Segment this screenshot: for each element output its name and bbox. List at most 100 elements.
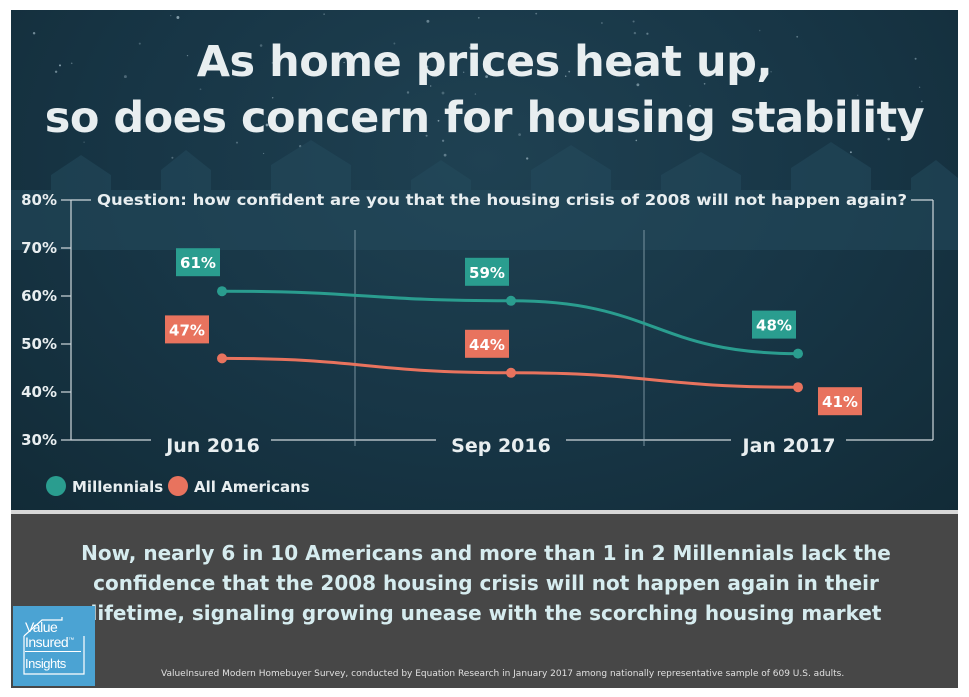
x-category-label: Jan 2017	[741, 435, 836, 457]
logo-insured-text: Insured	[25, 634, 69, 650]
star	[262, 152, 265, 155]
star	[887, 137, 890, 141]
data-label: 44%	[469, 336, 505, 354]
star	[914, 57, 917, 60]
summary-line-3: lifetime, signaling growing unease with …	[90, 601, 882, 625]
line-chart: 30% 40% 50% 60% 70% 80% Question: how confiden…	[21, 191, 934, 496]
data-point	[793, 348, 803, 359]
star	[123, 75, 127, 79]
star	[176, 16, 180, 19]
star	[463, 71, 465, 73]
star	[758, 29, 761, 32]
star	[437, 119, 440, 122]
legend-label: All Americans	[194, 478, 310, 496]
star	[425, 134, 428, 137]
star	[441, 91, 445, 95]
star	[580, 69, 584, 72]
star	[646, 32, 649, 35]
star	[184, 107, 187, 110]
data-label: 41%	[822, 393, 858, 411]
summary-panel: Now, nearly 6 in 10 Americans and more t…	[11, 514, 958, 688]
star	[565, 75, 567, 77]
valueinsured-insights-logo: Value Insured™ Insights	[13, 606, 95, 686]
star	[54, 70, 58, 74]
star	[703, 82, 706, 85]
star	[259, 44, 263, 47]
star	[186, 54, 189, 57]
logo-line-value: Value	[25, 619, 58, 635]
star	[271, 62, 274, 64]
star	[528, 58, 530, 61]
star	[323, 13, 325, 15]
star	[406, 91, 410, 94]
logo-trademark: ™	[68, 637, 74, 644]
star	[138, 42, 141, 45]
star	[170, 14, 172, 17]
star	[535, 12, 538, 15]
chart-panel: As home prices heat up, so does concern …	[11, 10, 958, 510]
star	[430, 85, 432, 87]
chart-question-title: Question: how confident are you that the…	[97, 191, 907, 209]
y-tick-label: 70%	[21, 239, 57, 257]
logo-house-outline-icon	[23, 617, 85, 675]
star	[477, 16, 480, 19]
legend-marker	[168, 476, 188, 496]
data-label-box	[176, 248, 220, 277]
data-label: 59%	[469, 264, 505, 282]
data-label-box	[752, 310, 796, 339]
star	[271, 97, 274, 99]
legend-marker	[46, 476, 66, 496]
y-tick-label: 30%	[21, 431, 57, 449]
star	[510, 72, 512, 74]
star	[469, 46, 472, 49]
star	[265, 123, 269, 127]
x-category-label: Sep 2016	[451, 435, 551, 457]
y-tick-label: 60%	[21, 287, 57, 305]
data-label-box	[165, 315, 209, 344]
star	[474, 93, 477, 95]
star	[136, 117, 140, 120]
star	[918, 86, 921, 88]
data-label-box	[465, 257, 509, 286]
data-label-box	[818, 387, 862, 416]
data-point	[506, 295, 516, 306]
source-footnote: ValueInsured Modern Homebuyer Survey, co…	[161, 669, 845, 679]
star	[627, 67, 630, 70]
star	[796, 35, 799, 38]
y-tick-label: 40%	[21, 383, 57, 401]
data-point	[217, 286, 227, 297]
y-tick-label: 50%	[21, 335, 57, 353]
star	[426, 19, 430, 23]
star	[128, 127, 131, 131]
star	[633, 31, 637, 35]
logo-rule	[25, 651, 81, 652]
star	[480, 114, 484, 117]
star	[235, 141, 239, 144]
x-category-label: Jun 2016	[164, 435, 260, 457]
data-point	[217, 353, 227, 364]
star	[485, 75, 488, 78]
star	[441, 139, 445, 142]
star	[393, 42, 396, 45]
star	[632, 20, 635, 23]
star	[518, 133, 521, 136]
star	[171, 156, 174, 159]
data-label-box	[465, 329, 509, 358]
section-divider	[11, 510, 958, 514]
star	[636, 83, 640, 87]
title-line-2: so does concern for housing stability	[44, 93, 925, 143]
data-point	[793, 382, 803, 393]
data-point	[506, 367, 516, 378]
logo-line-insights: Insights	[25, 656, 66, 671]
star	[881, 101, 884, 105]
star	[635, 139, 638, 142]
star	[32, 31, 36, 35]
star	[526, 157, 529, 160]
infographic-card: As home prices heat up, so does concern …	[11, 10, 958, 688]
summary-line-2: confidence that the 2008 housing crisis …	[93, 571, 879, 595]
infographic-title: As home prices heat up, so does concern …	[11, 34, 958, 146]
summary-text: Now, nearly 6 in 10 Americans and more t…	[71, 538, 901, 628]
legend-label: Millennials	[72, 478, 163, 496]
data-label: 48%	[756, 317, 792, 335]
star	[568, 70, 571, 73]
